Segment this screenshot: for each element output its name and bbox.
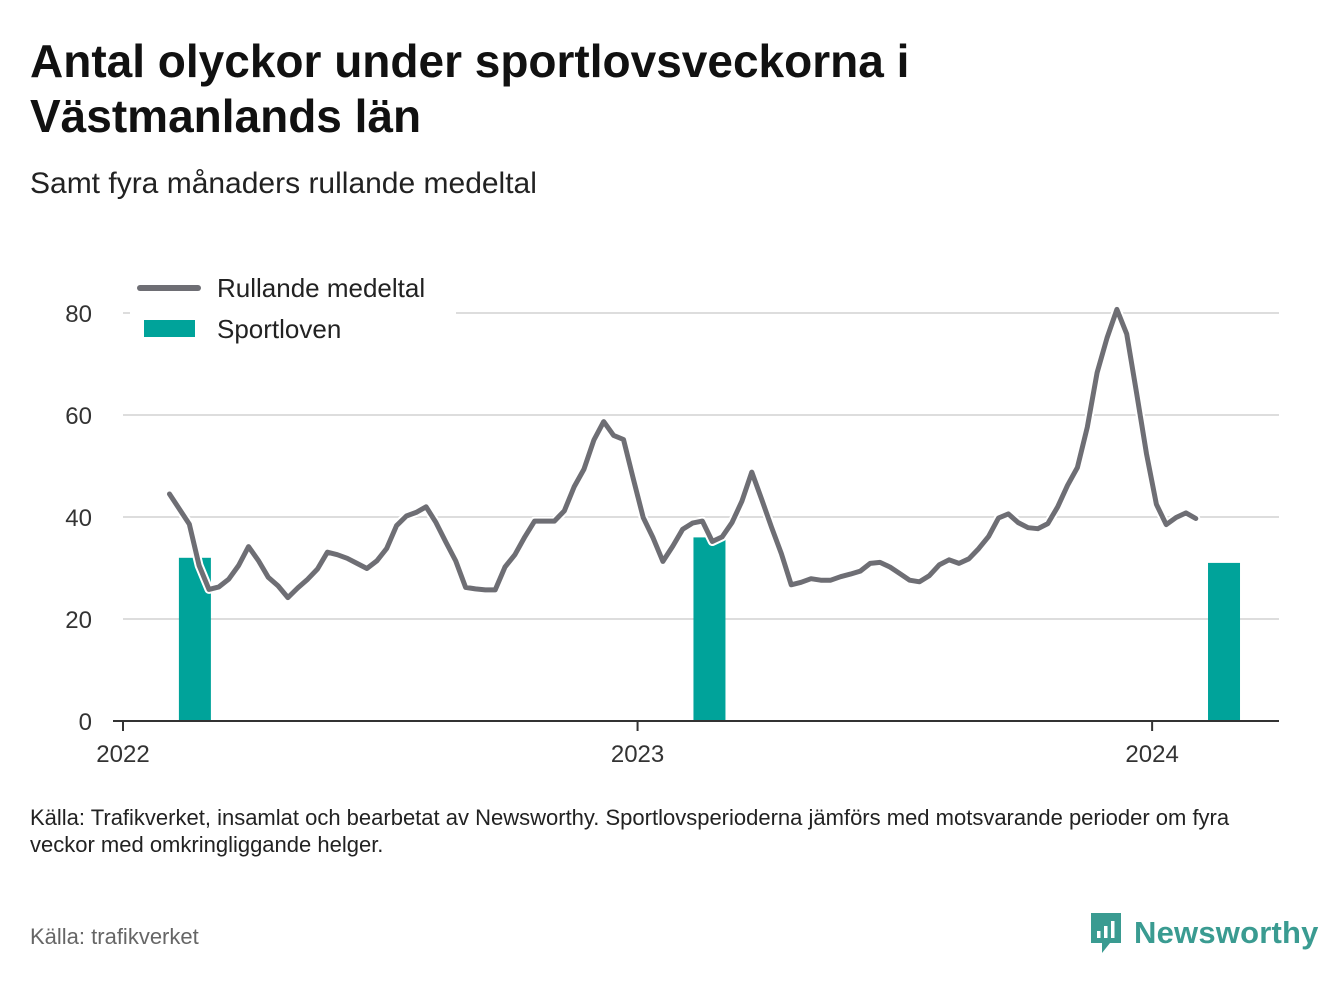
newsworthy-logo-icon [1091,913,1121,953]
y-tick-label: 40 [65,505,92,532]
rolling-average-line [165,304,1201,603]
y-tick-label: 0 [79,709,92,736]
x-tick-label: 2023 [611,741,664,768]
y-tick-label: 80 [65,301,92,328]
y-tick-label: 60 [65,403,92,430]
line-series-rullande-medeltal [167,306,1199,601]
sportlov-bar [693,537,726,721]
legend-label-rullande-medeltal: Rullande medeltal [217,273,425,303]
legend: Rullande medeltal Sportloven [130,270,456,362]
sportlov-bar [1208,562,1241,721]
x-tick-label: 2024 [1125,741,1178,768]
sportlov-bars [178,537,1241,721]
newsworthy-logo-text: Newsworthy [1134,915,1319,950]
chart: 0 20 40 60 80 2022 2023 2024 Rullande medeltal … [65,270,1279,768]
footnote: Källa: Trafikverket, insamlat och bearbe… [30,805,1230,857]
source-text: Källa: trafikverket [30,924,199,949]
chart-title: Antal olyckor under sportlovsveckorna i … [30,35,910,142]
chart-subtitle: Samt fyra månaders rullande medeltal [30,167,537,200]
newsworthy-logo: Newsworthy [1088,910,1319,956]
legend-label-sportloven: Sportloven [217,314,341,344]
x-tick-label: 2022 [96,741,149,768]
axes: 0 20 40 60 80 2022 2023 2024 [65,301,1279,768]
y-tick-label: 20 [65,607,92,634]
legend-swatch-bar [144,320,195,337]
